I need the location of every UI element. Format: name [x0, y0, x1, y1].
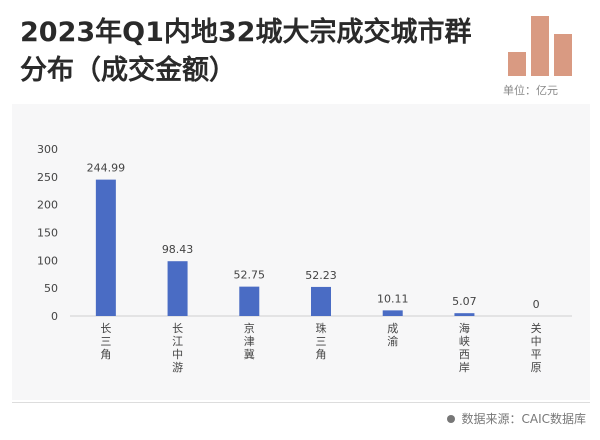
bar [311, 286, 331, 316]
x-tick-label: 关中平原 [531, 321, 542, 374]
source-note: 数据来源：CAIC数据库 [447, 410, 586, 427]
bar [95, 179, 116, 316]
footer-divider [12, 402, 590, 403]
bar-chart-logo-icon [508, 14, 572, 76]
data-label: 52.75 [234, 269, 266, 282]
x-tick-label: 长三角 [100, 322, 111, 361]
source-text: 数据来源：CAIC数据库 [461, 412, 586, 426]
chart-panel: 0 50 100 150 200 250 300 244.99 长三角 98.43 长江中游 52.7… [12, 104, 590, 400]
bar [167, 261, 188, 316]
bar [239, 286, 260, 316]
x-tick-label: 长江中游 [172, 322, 183, 374]
bar [454, 313, 475, 316]
y-tick-label: 50 [44, 282, 58, 295]
x-tick-label: 京津冀 [244, 321, 255, 361]
x-tick-label: 珠三角 [316, 321, 327, 361]
data-label: 98.43 [162, 243, 194, 256]
x-tick-label: 海峡西岸 [459, 321, 470, 374]
y-tick-label: 150 [37, 227, 58, 240]
bar-chart: 0 50 100 150 200 250 300 244.99 长三角 98.43 长江中游 52.7… [37, 143, 572, 374]
unit-label: 单位：亿元 [503, 84, 558, 97]
data-label: 5.07 [452, 295, 477, 308]
y-tick-label: 250 [37, 171, 58, 184]
bar [382, 310, 403, 316]
data-label: 0 [533, 298, 540, 311]
y-tick-label: 0 [51, 310, 58, 323]
y-tick-label: 100 [37, 254, 58, 267]
y-tick-label: 300 [37, 143, 58, 156]
data-label: 244.99 [87, 162, 126, 175]
bullet-icon [447, 414, 456, 423]
x-tick-label: 成渝 [387, 322, 398, 348]
y-tick-label: 200 [37, 199, 58, 212]
page-title: 2023年Q1内地32城大宗成交城市群分布（成交金额） [20, 17, 472, 86]
data-label: 52.23 [305, 269, 337, 282]
data-label: 10.11 [377, 292, 409, 305]
